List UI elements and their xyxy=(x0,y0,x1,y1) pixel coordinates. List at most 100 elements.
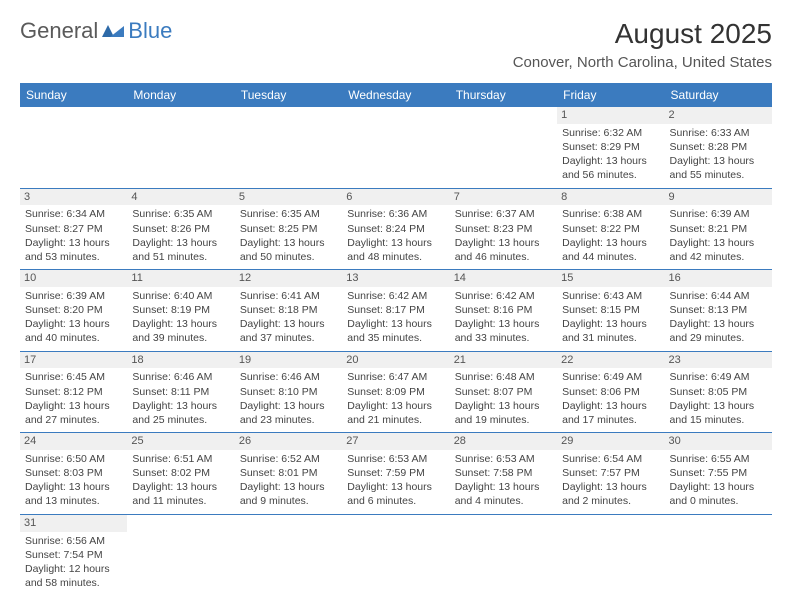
daylight-text: Daylight: 13 hours and 37 minutes. xyxy=(240,317,337,345)
logo-text-general: General xyxy=(20,18,98,44)
calendar-cell: 7Sunrise: 6:37 AMSunset: 8:23 PMDaylight… xyxy=(450,188,557,270)
sunset-text: Sunset: 7:59 PM xyxy=(347,466,444,480)
sunrise-text: Sunrise: 6:46 AM xyxy=(132,370,229,384)
sunset-text: Sunset: 8:22 PM xyxy=(562,222,659,236)
daylight-text: Daylight: 13 hours and 31 minutes. xyxy=(562,317,659,345)
day-number: 18 xyxy=(127,352,234,369)
daylight-text: Daylight: 13 hours and 9 minutes. xyxy=(240,480,337,508)
day-number: 11 xyxy=(127,270,234,287)
day-number: 19 xyxy=(235,352,342,369)
daylight-text: Daylight: 13 hours and 11 minutes. xyxy=(132,480,229,508)
calendar-cell: 18Sunrise: 6:46 AMSunset: 8:11 PMDayligh… xyxy=(127,351,234,433)
calendar-week-row: 24Sunrise: 6:50 AMSunset: 8:03 PMDayligh… xyxy=(20,433,772,515)
calendar-cell: 8Sunrise: 6:38 AMSunset: 8:22 PMDaylight… xyxy=(557,188,664,270)
sunrise-text: Sunrise: 6:42 AM xyxy=(347,289,444,303)
sunset-text: Sunset: 8:06 PM xyxy=(562,385,659,399)
day-number: 22 xyxy=(557,352,664,369)
calendar-cell: 9Sunrise: 6:39 AMSunset: 8:21 PMDaylight… xyxy=(665,188,772,270)
day-number: 6 xyxy=(342,189,449,206)
calendar-cell xyxy=(557,514,664,595)
sunset-text: Sunset: 8:01 PM xyxy=(240,466,337,480)
calendar-body: 1Sunrise: 6:32 AMSunset: 8:29 PMDaylight… xyxy=(20,107,772,595)
daylight-text: Daylight: 13 hours and 6 minutes. xyxy=(347,480,444,508)
calendar-header-row: Sunday Monday Tuesday Wednesday Thursday… xyxy=(20,83,772,107)
sunrise-text: Sunrise: 6:38 AM xyxy=(562,207,659,221)
calendar-cell: 30Sunrise: 6:55 AMSunset: 7:55 PMDayligh… xyxy=(665,433,772,515)
daylight-text: Daylight: 13 hours and 29 minutes. xyxy=(670,317,767,345)
calendar-cell xyxy=(235,107,342,188)
daylight-text: Daylight: 13 hours and 40 minutes. xyxy=(25,317,122,345)
calendar-cell: 21Sunrise: 6:48 AMSunset: 8:07 PMDayligh… xyxy=(450,351,557,433)
day-number: 1 xyxy=(557,107,664,124)
day-number: 25 xyxy=(127,433,234,450)
day-number: 26 xyxy=(235,433,342,450)
calendar-cell xyxy=(450,107,557,188)
calendar-cell: 6Sunrise: 6:36 AMSunset: 8:24 PMDaylight… xyxy=(342,188,449,270)
day-number: 2 xyxy=(665,107,772,124)
daylight-text: Daylight: 13 hours and 46 minutes. xyxy=(455,236,552,264)
daylight-text: Daylight: 13 hours and 19 minutes. xyxy=(455,399,552,427)
sunrise-text: Sunrise: 6:39 AM xyxy=(25,289,122,303)
day-number: 4 xyxy=(127,189,234,206)
calendar-cell xyxy=(127,107,234,188)
day-number: 27 xyxy=(342,433,449,450)
sunset-text: Sunset: 8:11 PM xyxy=(132,385,229,399)
calendar-cell xyxy=(665,514,772,595)
day-number: 20 xyxy=(342,352,449,369)
day-number: 21 xyxy=(450,352,557,369)
day-number: 8 xyxy=(557,189,664,206)
sunset-text: Sunset: 7:54 PM xyxy=(25,548,122,562)
calendar-week-row: 1Sunrise: 6:32 AMSunset: 8:29 PMDaylight… xyxy=(20,107,772,188)
header: General Blue August 2025 Conover, North … xyxy=(20,18,772,71)
daylight-text: Daylight: 12 hours and 58 minutes. xyxy=(25,562,122,590)
sunrise-text: Sunrise: 6:39 AM xyxy=(670,207,767,221)
sunset-text: Sunset: 8:25 PM xyxy=(240,222,337,236)
daylight-text: Daylight: 13 hours and 44 minutes. xyxy=(562,236,659,264)
calendar-cell: 29Sunrise: 6:54 AMSunset: 7:57 PMDayligh… xyxy=(557,433,664,515)
calendar-cell: 5Sunrise: 6:35 AMSunset: 8:25 PMDaylight… xyxy=(235,188,342,270)
daylight-text: Daylight: 13 hours and 33 minutes. xyxy=(455,317,552,345)
sunset-text: Sunset: 8:13 PM xyxy=(670,303,767,317)
sunrise-text: Sunrise: 6:41 AM xyxy=(240,289,337,303)
calendar-cell: 26Sunrise: 6:52 AMSunset: 8:01 PMDayligh… xyxy=(235,433,342,515)
calendar-cell: 12Sunrise: 6:41 AMSunset: 8:18 PMDayligh… xyxy=(235,270,342,352)
calendar-week-row: 17Sunrise: 6:45 AMSunset: 8:12 PMDayligh… xyxy=(20,351,772,433)
daylight-text: Daylight: 13 hours and 35 minutes. xyxy=(347,317,444,345)
sunset-text: Sunset: 8:24 PM xyxy=(347,222,444,236)
calendar-cell: 2Sunrise: 6:33 AMSunset: 8:28 PMDaylight… xyxy=(665,107,772,188)
sunrise-text: Sunrise: 6:42 AM xyxy=(455,289,552,303)
sunset-text: Sunset: 8:17 PM xyxy=(347,303,444,317)
sunrise-text: Sunrise: 6:33 AM xyxy=(670,126,767,140)
calendar-cell: 16Sunrise: 6:44 AMSunset: 8:13 PMDayligh… xyxy=(665,270,772,352)
sunrise-text: Sunrise: 6:49 AM xyxy=(562,370,659,384)
day-header: Thursday xyxy=(450,83,557,107)
calendar-cell xyxy=(450,514,557,595)
sunset-text: Sunset: 7:58 PM xyxy=(455,466,552,480)
day-number: 7 xyxy=(450,189,557,206)
month-title: August 2025 xyxy=(513,18,772,50)
calendar-cell: 14Sunrise: 6:42 AMSunset: 8:16 PMDayligh… xyxy=(450,270,557,352)
daylight-text: Daylight: 13 hours and 23 minutes. xyxy=(240,399,337,427)
sunrise-text: Sunrise: 6:54 AM xyxy=(562,452,659,466)
sunset-text: Sunset: 8:29 PM xyxy=(562,140,659,154)
daylight-text: Daylight: 13 hours and 2 minutes. xyxy=(562,480,659,508)
day-number: 23 xyxy=(665,352,772,369)
calendar-table: Sunday Monday Tuesday Wednesday Thursday… xyxy=(20,83,772,595)
sunrise-text: Sunrise: 6:49 AM xyxy=(670,370,767,384)
daylight-text: Daylight: 13 hours and 53 minutes. xyxy=(25,236,122,264)
day-number: 31 xyxy=(20,515,127,532)
sunrise-text: Sunrise: 6:34 AM xyxy=(25,207,122,221)
sunrise-text: Sunrise: 6:44 AM xyxy=(670,289,767,303)
sunrise-text: Sunrise: 6:48 AM xyxy=(455,370,552,384)
daylight-text: Daylight: 13 hours and 39 minutes. xyxy=(132,317,229,345)
calendar-cell xyxy=(127,514,234,595)
sunset-text: Sunset: 8:03 PM xyxy=(25,466,122,480)
daylight-text: Daylight: 13 hours and 21 minutes. xyxy=(347,399,444,427)
day-header: Wednesday xyxy=(342,83,449,107)
calendar-cell xyxy=(342,107,449,188)
calendar-cell: 22Sunrise: 6:49 AMSunset: 8:06 PMDayligh… xyxy=(557,351,664,433)
sunset-text: Sunset: 8:18 PM xyxy=(240,303,337,317)
calendar-cell: 10Sunrise: 6:39 AMSunset: 8:20 PMDayligh… xyxy=(20,270,127,352)
daylight-text: Daylight: 13 hours and 42 minutes. xyxy=(670,236,767,264)
day-number: 14 xyxy=(450,270,557,287)
